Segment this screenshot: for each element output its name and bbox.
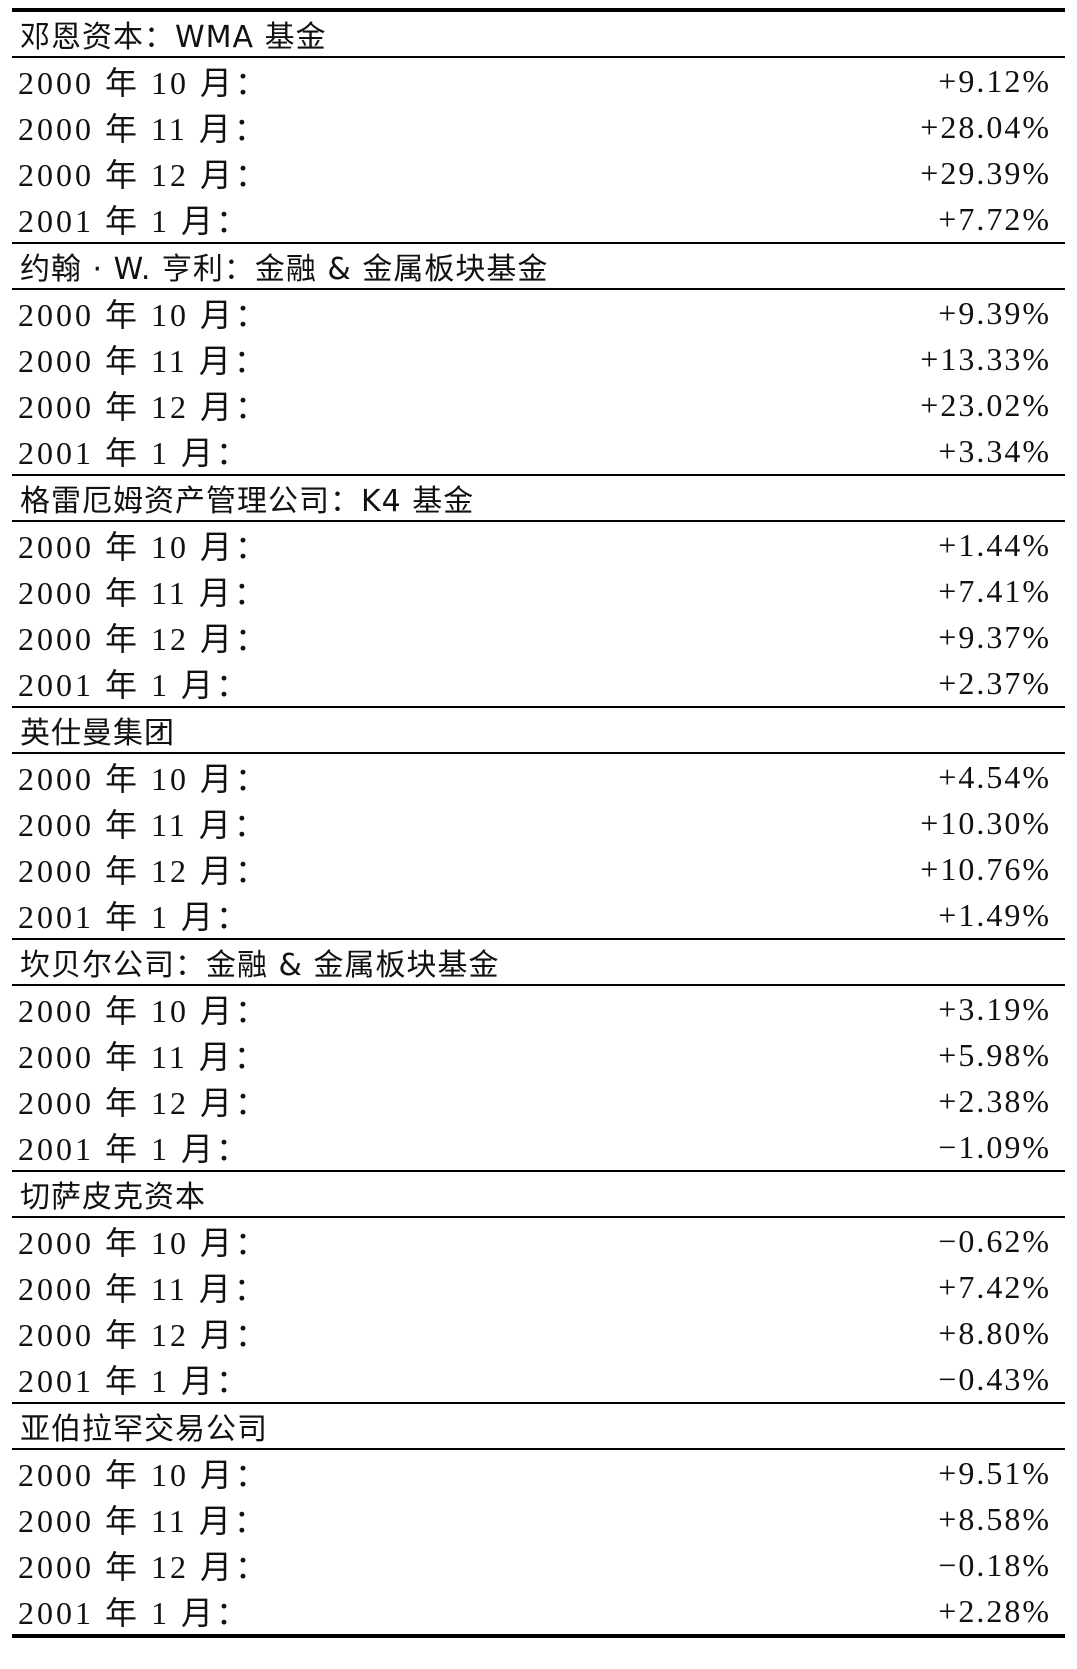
table-row: 2000 年 10 月： +9.51% [12, 1450, 1065, 1496]
month-label: 2000 年 11 月： [18, 343, 269, 379]
return-value: +1.44% [938, 526, 1051, 563]
return-value: +28.04% [920, 108, 1051, 145]
month-label: 2000 年 12 月： [18, 1549, 271, 1585]
return-value: +4.54% [938, 758, 1051, 795]
table-row: 2000 年 11 月： +8.58% [12, 1496, 1065, 1542]
return-value: −0.18% [938, 1546, 1051, 1583]
month-label: 2000 年 10 月： [18, 297, 271, 333]
return-value: +3.34% [938, 432, 1051, 469]
return-value: +29.39% [920, 154, 1051, 191]
month-label: 2000 年 12 月： [18, 389, 271, 425]
return-value: +2.38% [938, 1082, 1051, 1119]
month-label: 2000 年 12 月： [18, 853, 271, 889]
month-label: 2000 年 12 月： [18, 157, 271, 193]
month-label: 2000 年 10 月： [18, 993, 271, 1029]
month-label: 2001 年 1 月： [18, 435, 252, 471]
return-value: +13.33% [920, 340, 1051, 377]
return-value: +5.98% [938, 1036, 1051, 1073]
return-value: +9.12% [938, 62, 1051, 99]
return-value: +7.42% [938, 1268, 1051, 1305]
return-value: +7.41% [938, 572, 1051, 609]
table-row: 2000 年 11 月： +5.98% [12, 1032, 1065, 1078]
table-row: 2000 年 12 月： +2.38% [12, 1078, 1065, 1124]
fund-section: 英仕曼集团 2000 年 10 月： +4.54% 2000 年 11 月： +… [12, 708, 1065, 940]
return-value: +3.19% [938, 990, 1051, 1027]
table-row: 2001 年 1 月： +1.49% [12, 892, 1065, 938]
fund-section: 切萨皮克资本 2000 年 10 月： −0.62% 2000 年 11 月： … [12, 1172, 1065, 1404]
return-value: −0.62% [938, 1222, 1051, 1259]
table-row: 2001 年 1 月： −1.09% [12, 1124, 1065, 1170]
return-value: +23.02% [920, 386, 1051, 423]
month-label: 2000 年 10 月： [18, 529, 271, 565]
month-label: 2000 年 10 月： [18, 1457, 271, 1493]
fund-section: 亚伯拉罕交易公司 2000 年 10 月： +9.51% 2000 年 11 月… [12, 1404, 1065, 1638]
month-label: 2000 年 12 月： [18, 1317, 271, 1353]
month-label: 2000 年 11 月： [18, 1271, 269, 1307]
return-value: +8.80% [938, 1314, 1051, 1351]
table-row: 2000 年 12 月： +8.80% [12, 1310, 1065, 1356]
month-label: 2001 年 1 月： [18, 203, 252, 239]
return-value: +9.37% [938, 618, 1051, 655]
table-row: 2000 年 11 月： +13.33% [12, 336, 1065, 382]
return-value: +8.58% [938, 1500, 1051, 1537]
table-row: 2000 年 10 月： −0.62% [12, 1218, 1065, 1264]
return-value: −0.43% [938, 1360, 1051, 1397]
month-label: 2001 年 1 月： [18, 667, 252, 703]
return-value: −1.09% [938, 1128, 1051, 1165]
table-row: 2000 年 12 月： +10.76% [12, 846, 1065, 892]
fund-name: 亚伯拉罕交易公司 [12, 1404, 1065, 1450]
month-label: 2001 年 1 月： [18, 899, 252, 935]
table-row: 2000 年 11 月： +7.42% [12, 1264, 1065, 1310]
table-row: 2000 年 11 月： +28.04% [12, 104, 1065, 150]
return-value: +10.30% [920, 804, 1051, 841]
table-row: 2001 年 1 月： +2.37% [12, 660, 1065, 706]
fund-name: 格雷厄姆资产管理公司：K4 基金 [12, 476, 1065, 522]
fund-name: 英仕曼集团 [12, 708, 1065, 754]
table-row: 2000 年 11 月： +10.30% [12, 800, 1065, 846]
return-value: +9.39% [938, 294, 1051, 331]
table-row: 2000 年 12 月： +29.39% [12, 150, 1065, 196]
table-row: 2000 年 12 月： −0.18% [12, 1542, 1065, 1588]
month-label: 2000 年 11 月： [18, 575, 269, 611]
month-label: 2000 年 12 月： [18, 1085, 271, 1121]
fund-name: 切萨皮克资本 [12, 1172, 1065, 1218]
table-row: 2001 年 1 月： +3.34% [12, 428, 1065, 474]
month-label: 2001 年 1 月： [18, 1131, 252, 1167]
fund-name: 坎贝尔公司：金融 & 金属板块基金 [12, 940, 1065, 986]
month-label: 2000 年 11 月： [18, 1503, 269, 1539]
fund-section: 约翰 · W. 亨利：金融 & 金属板块基金 2000 年 10 月： +9.3… [12, 244, 1065, 476]
fund-performance-table: 邓恩资本：WMA 基金 2000 年 10 月： +9.12% 2000 年 1… [12, 8, 1065, 1638]
month-label: 2000 年 11 月： [18, 1039, 269, 1075]
month-label: 2000 年 10 月： [18, 1225, 271, 1261]
table-row: 2000 年 10 月： +9.12% [12, 58, 1065, 104]
fund-name: 邓恩资本：WMA 基金 [12, 12, 1065, 58]
month-label: 2000 年 11 月： [18, 807, 269, 843]
table-row: 2000 年 10 月： +3.19% [12, 986, 1065, 1032]
table-row: 2001 年 1 月： +2.28% [12, 1588, 1065, 1634]
month-label: 2000 年 10 月： [18, 65, 271, 101]
table-row: 2001 年 1 月： −0.43% [12, 1356, 1065, 1402]
month-label: 2000 年 10 月： [18, 761, 271, 797]
month-label: 2000 年 12 月： [18, 621, 271, 657]
table-row: 2000 年 10 月： +9.39% [12, 290, 1065, 336]
table-row: 2000 年 10 月： +4.54% [12, 754, 1065, 800]
month-label: 2001 年 1 月： [18, 1363, 252, 1399]
table-row: 2000 年 11 月： +7.41% [12, 568, 1065, 614]
return-value: +1.49% [938, 896, 1051, 933]
table-row: 2001 年 1 月： +7.72% [12, 196, 1065, 242]
table-row: 2000 年 12 月： +23.02% [12, 382, 1065, 428]
return-value: +10.76% [920, 850, 1051, 887]
return-value: +7.72% [938, 200, 1051, 237]
return-value: +9.51% [938, 1454, 1051, 1491]
table-row: 2000 年 12 月： +9.37% [12, 614, 1065, 660]
month-label: 2000 年 11 月： [18, 111, 269, 147]
month-label: 2001 年 1 月： [18, 1595, 252, 1631]
fund-section: 坎贝尔公司：金融 & 金属板块基金 2000 年 10 月： +3.19% 20… [12, 940, 1065, 1172]
fund-name: 约翰 · W. 亨利：金融 & 金属板块基金 [12, 244, 1065, 290]
fund-section: 邓恩资本：WMA 基金 2000 年 10 月： +9.12% 2000 年 1… [12, 12, 1065, 244]
fund-section: 格雷厄姆资产管理公司：K4 基金 2000 年 10 月： +1.44% 200… [12, 476, 1065, 708]
return-value: +2.37% [938, 664, 1051, 701]
table-row: 2000 年 10 月： +1.44% [12, 522, 1065, 568]
return-value: +2.28% [938, 1592, 1051, 1629]
